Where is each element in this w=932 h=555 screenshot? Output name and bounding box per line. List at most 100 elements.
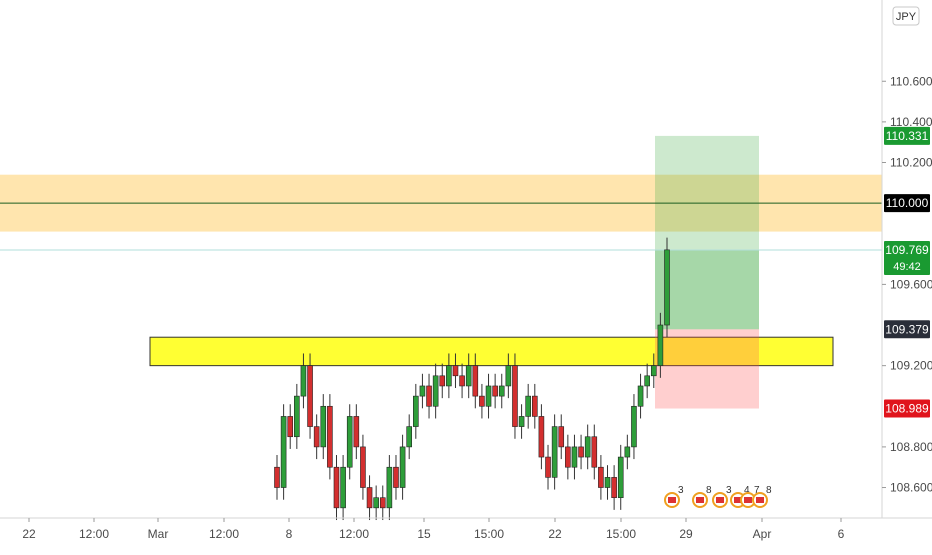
candle bbox=[611, 477, 617, 498]
flag-icon bbox=[668, 497, 676, 503]
event-marker[interactable]: 7 bbox=[740, 485, 760, 508]
time-tick-label: 15:00 bbox=[474, 527, 504, 541]
event-marker[interactable]: 8 bbox=[752, 485, 772, 508]
price-badge-current: 109.769 49:42 bbox=[884, 241, 930, 276]
candle bbox=[419, 385, 426, 397]
currency-label: JPY bbox=[896, 11, 917, 23]
time-tick-label: 8 bbox=[286, 527, 293, 541]
candle bbox=[360, 446, 366, 488]
candle bbox=[472, 365, 479, 397]
position-tool[interactable] bbox=[655, 135, 759, 409]
candle bbox=[366, 487, 373, 509]
candle bbox=[439, 375, 446, 387]
candle bbox=[485, 385, 492, 407]
price-axis[interactable]: 110.600 110.400 110.200 109.600 109.200 108.8… bbox=[882, 74, 932, 495]
flag-icon bbox=[744, 497, 752, 503]
candle bbox=[604, 477, 611, 488]
badge-background bbox=[884, 399, 930, 418]
candle bbox=[274, 466, 280, 488]
position-loss-area[interactable] bbox=[655, 329, 759, 409]
price-tick-label: 110.400 bbox=[890, 115, 932, 129]
candle bbox=[505, 365, 512, 387]
candle bbox=[393, 466, 399, 488]
price-tick-label: 109.200 bbox=[890, 359, 932, 373]
time-tick-label: 22 bbox=[22, 527, 36, 541]
candle bbox=[498, 385, 505, 397]
badge-value: 109.769 bbox=[885, 243, 929, 257]
price-badges: 110.331 110.000 109.769 49:42 109.379 108.989 bbox=[884, 126, 930, 418]
candle bbox=[406, 426, 413, 448]
flag-icon bbox=[716, 497, 724, 503]
event-count: 3 bbox=[726, 485, 732, 496]
badge-value: 109.379 bbox=[885, 322, 929, 336]
event-marker[interactable]: 3 bbox=[664, 485, 684, 508]
event-count: 8 bbox=[766, 485, 772, 496]
candle bbox=[518, 416, 525, 427]
candle bbox=[379, 497, 386, 509]
candle bbox=[413, 395, 419, 427]
flag-icon bbox=[734, 497, 742, 503]
candle bbox=[294, 395, 300, 438]
candle bbox=[538, 416, 545, 458]
candle bbox=[525, 395, 531, 417]
badge-value: 108.989 bbox=[885, 402, 929, 416]
event-count: 3 bbox=[678, 485, 684, 496]
time-tick-label: 12:00 bbox=[339, 527, 369, 541]
candle bbox=[664, 249, 670, 326]
price-tick-label: 110.200 bbox=[890, 156, 932, 170]
candle bbox=[644, 375, 650, 387]
candle bbox=[353, 416, 360, 448]
breakout-zone[interactable] bbox=[149, 336, 834, 367]
candle bbox=[280, 416, 287, 488]
candle bbox=[459, 375, 465, 387]
badge-background bbox=[884, 194, 930, 213]
price-tick-label: 110.600 bbox=[890, 74, 932, 88]
currency-box[interactable] bbox=[892, 6, 920, 26]
candle bbox=[545, 456, 551, 478]
time-tick-label: 22 bbox=[548, 527, 562, 541]
candle bbox=[479, 395, 485, 407]
candle bbox=[591, 436, 598, 468]
event-count: 7 bbox=[754, 485, 760, 496]
candle bbox=[432, 375, 439, 407]
flag-icon bbox=[756, 497, 764, 503]
time-tick-label: 15:00 bbox=[606, 527, 636, 541]
event-marker[interactable]: 3 bbox=[712, 485, 732, 508]
candle bbox=[426, 385, 432, 407]
candle bbox=[598, 466, 604, 488]
candle bbox=[565, 446, 571, 468]
currency-selector[interactable]: JPY bbox=[892, 6, 920, 26]
candle bbox=[399, 446, 406, 488]
candle bbox=[578, 446, 584, 458]
candle bbox=[584, 436, 591, 458]
candle bbox=[631, 405, 637, 448]
time-axis[interactable]: 22 12:00 Mar 12:00 8 12:00 15 15:00 22 15:00 29 Apr… bbox=[22, 518, 845, 541]
candle bbox=[452, 365, 459, 377]
candle bbox=[313, 426, 320, 448]
position-profit-area[interactable] bbox=[655, 135, 759, 330]
price-tick-label: 109.600 bbox=[890, 277, 932, 291]
candle bbox=[492, 385, 498, 397]
price-badge-stop: 108.989 bbox=[884, 399, 930, 418]
candle bbox=[340, 466, 346, 509]
badge-countdown: 49:42 bbox=[893, 261, 921, 273]
badge-background bbox=[884, 320, 930, 339]
candle bbox=[327, 405, 333, 468]
candle bbox=[446, 365, 452, 387]
position-realized-area bbox=[655, 250, 759, 330]
event-marker[interactable]: 8 bbox=[692, 485, 712, 508]
candle bbox=[287, 416, 294, 438]
time-tick-label: 12:00 bbox=[209, 527, 239, 541]
badge-value: 110.000 bbox=[886, 196, 929, 210]
event-count: 8 bbox=[706, 485, 712, 496]
candle bbox=[637, 385, 644, 407]
candle bbox=[465, 365, 472, 387]
time-tick-label: Mar bbox=[148, 527, 169, 541]
badge-background bbox=[884, 126, 930, 145]
candle bbox=[650, 365, 657, 377]
candle bbox=[624, 446, 631, 458]
badge-background bbox=[884, 241, 930, 276]
